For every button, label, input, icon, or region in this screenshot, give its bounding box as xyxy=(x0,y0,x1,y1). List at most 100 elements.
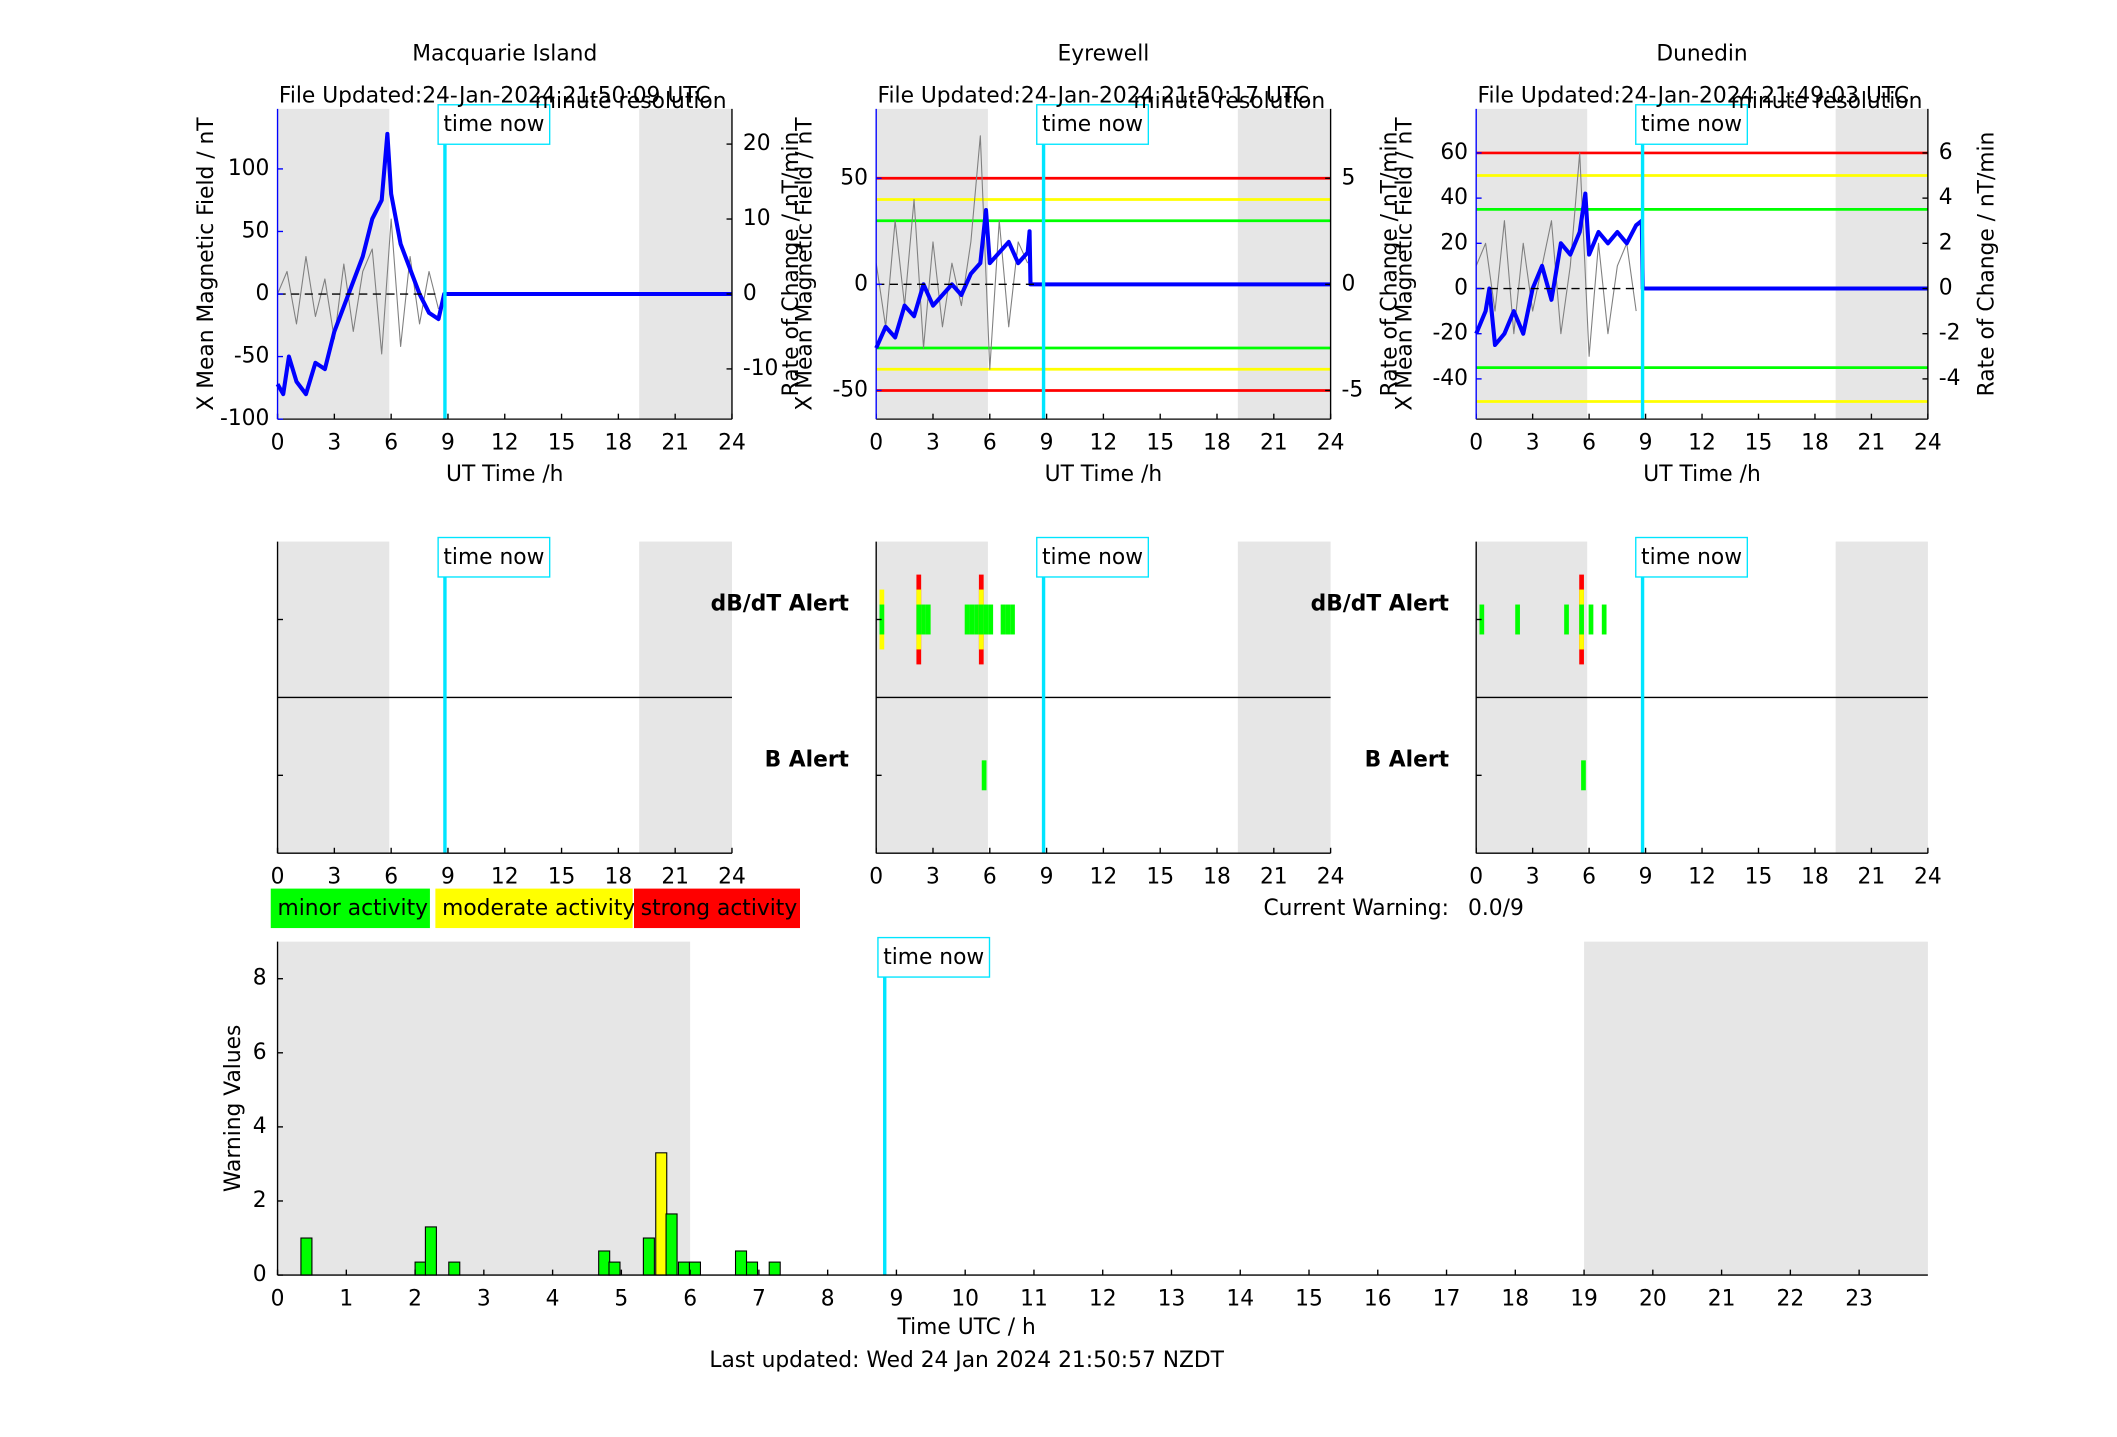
y-axis-title: X Mean Magnetic Field / nT xyxy=(1392,117,1417,411)
y-tick-label: 20 xyxy=(1440,230,1468,255)
x-tick-label: 7 xyxy=(752,1287,766,1312)
x-tick-label: 0 xyxy=(869,865,883,890)
y-axis-title: Warning Values xyxy=(221,1025,246,1193)
x-axis-title: Time UTC / h xyxy=(897,1315,1036,1340)
x-tick-label: 20 xyxy=(1639,1287,1667,1312)
x-tick-label: 6 xyxy=(1582,431,1596,456)
y-tick-label: 0 xyxy=(256,281,270,306)
x-tick-label: 21 xyxy=(1858,431,1886,456)
time-now-box xyxy=(1635,536,1749,578)
y2-tick-label: -10 xyxy=(743,356,779,381)
time-now-box xyxy=(437,104,551,145)
y2-tick-label: -4 xyxy=(1939,366,1961,391)
x-tick-label: 6 xyxy=(1582,865,1596,890)
current-warning-label: Current Warning: xyxy=(1263,896,1448,921)
x-tick-label: 21 xyxy=(1260,865,1288,890)
night-shade xyxy=(1584,941,1928,1276)
x-tick-label: 10 xyxy=(951,1287,979,1312)
x-tick-label: 6 xyxy=(384,431,398,456)
time-now-box xyxy=(1036,104,1150,145)
warning-bar xyxy=(424,1226,437,1276)
x-tick-label: 12 xyxy=(1688,431,1716,456)
y-tick-label: 60 xyxy=(1440,140,1468,165)
x-tick-label: 21 xyxy=(1858,865,1886,890)
x-axis-title: UT Time /h xyxy=(1045,462,1162,487)
alert-bar xyxy=(1581,760,1586,791)
x-tick-label: 3 xyxy=(1526,431,1540,456)
x-tick-label: 18 xyxy=(605,865,633,890)
x-tick-label: 1 xyxy=(339,1287,353,1312)
x-tick-label: 21 xyxy=(661,865,689,890)
y-tick-label: 50 xyxy=(242,218,270,243)
x-tick-label: 9 xyxy=(889,1287,903,1312)
panel-title: Dunedin xyxy=(1656,41,1747,66)
legend-swatch xyxy=(634,888,800,929)
panel-title: Eyrewell xyxy=(1058,41,1150,66)
legend-label: minor activity xyxy=(278,896,429,921)
x-tick-label: 15 xyxy=(1295,1287,1323,1312)
legend-swatch xyxy=(435,888,633,929)
y-axis-title: X Mean Magnetic Field / nT xyxy=(194,117,219,411)
x-tick-label: 13 xyxy=(1158,1287,1186,1312)
x-tick-label: 15 xyxy=(1146,431,1174,456)
resolution: minute resolution xyxy=(1731,89,1923,114)
alert-bar xyxy=(1000,604,1006,635)
y2-tick-label: 0 xyxy=(1341,271,1355,296)
legend-label: strong activity xyxy=(641,896,798,921)
y-tick-label: -40 xyxy=(1432,366,1468,391)
y2-tick-label: -2 xyxy=(1939,321,1961,346)
warning-bar xyxy=(414,1261,427,1276)
x-tick-label: 18 xyxy=(1203,865,1231,890)
night-shade xyxy=(1237,108,1331,420)
y2-axis-title: Rate of Change / nT/min xyxy=(1975,132,2000,397)
series-line xyxy=(1474,191,1928,348)
x-tick-label: 0 xyxy=(271,865,285,890)
alert-bar xyxy=(988,604,994,635)
y-tick-label: -50 xyxy=(234,344,270,369)
series-line xyxy=(875,135,1029,370)
x-tick-label: 5 xyxy=(614,1287,628,1312)
row-label: B Alert xyxy=(1365,747,1449,772)
y-tick-label: 40 xyxy=(1440,185,1468,210)
alert-bar xyxy=(1564,604,1569,635)
x-tick-label: 9 xyxy=(1040,865,1054,890)
time-now-label: time now xyxy=(443,545,544,570)
y-tick-label: 6 xyxy=(253,1040,267,1065)
alert-bar xyxy=(916,604,922,635)
x-tick-label: 18 xyxy=(1801,431,1829,456)
file-updated: File Updated:24-Jan-2024 21:50:09 UTC xyxy=(279,84,711,109)
warning-bar xyxy=(677,1261,690,1276)
night-shade xyxy=(277,108,390,420)
x-tick-label: 2 xyxy=(408,1287,422,1312)
warning-bar xyxy=(300,1237,313,1276)
x-tick-label: 12 xyxy=(1089,1287,1117,1312)
x-tick-label: 15 xyxy=(1745,431,1773,456)
y2-tick-label: 10 xyxy=(743,206,771,231)
y2-axis-title: Rate of Change / nT/min xyxy=(779,132,804,397)
x-tick-label: 0 xyxy=(869,431,883,456)
x-tick-label: 12 xyxy=(491,431,519,456)
alert-bar xyxy=(921,604,926,635)
alert-bar xyxy=(969,604,975,635)
row-label: B Alert xyxy=(765,747,849,772)
x-tick-label: 0 xyxy=(1469,865,1483,890)
x-tick-label: 24 xyxy=(718,431,746,456)
file-updated: File Updated:24-Jan-2024 21:49:03 UTC xyxy=(1478,84,1910,109)
night-shade xyxy=(876,108,988,420)
time-now-box xyxy=(877,936,991,978)
x-tick-label: 12 xyxy=(1090,865,1118,890)
y2-tick-label: -5 xyxy=(1341,377,1363,402)
night-shade xyxy=(277,941,691,1276)
x-tick-label: 21 xyxy=(1708,1287,1736,1312)
warning-bar xyxy=(642,1237,655,1276)
x-tick-label: 16 xyxy=(1364,1287,1392,1312)
warning-bar xyxy=(745,1261,759,1276)
alert-bar xyxy=(1005,604,1011,635)
alert-bar xyxy=(981,760,987,791)
current-warning-value: 0.0/9 xyxy=(1468,896,1524,921)
y2-tick-label: 0 xyxy=(743,281,757,306)
alert-bar xyxy=(1601,604,1607,635)
x-tick-label: 14 xyxy=(1226,1287,1254,1312)
warning-bar xyxy=(448,1261,461,1276)
y-axis-title: X Mean Magnetic Field / nT xyxy=(792,117,817,411)
